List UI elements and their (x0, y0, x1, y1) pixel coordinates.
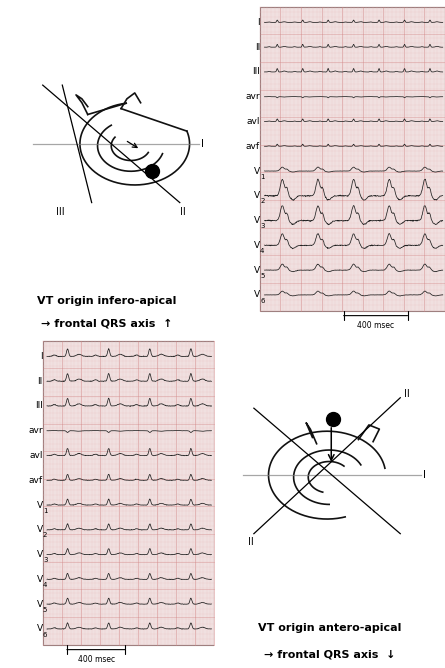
FancyBboxPatch shape (43, 341, 214, 645)
Text: VT origin antero-apical: VT origin antero-apical (258, 623, 401, 633)
Text: 1: 1 (43, 508, 48, 514)
Text: V: V (36, 575, 43, 584)
Text: V: V (36, 525, 43, 534)
Text: 6: 6 (43, 631, 48, 637)
Text: avr: avr (245, 92, 260, 102)
Text: III: III (35, 401, 43, 410)
Text: II: II (180, 207, 186, 217)
Text: V: V (254, 216, 260, 225)
Text: V: V (36, 625, 43, 633)
Text: avl: avl (247, 117, 260, 126)
Text: II: II (405, 389, 410, 399)
Text: I: I (40, 352, 43, 361)
Text: III: III (252, 67, 260, 76)
Text: avr: avr (28, 426, 43, 436)
Text: avf: avf (28, 476, 43, 485)
Text: V: V (254, 266, 260, 275)
Text: 400 msec: 400 msec (357, 321, 394, 329)
Text: 3: 3 (260, 223, 265, 229)
Text: 5: 5 (43, 607, 47, 613)
Text: avf: avf (246, 142, 260, 151)
Text: 400 msec: 400 msec (77, 655, 115, 663)
Text: 3: 3 (43, 557, 48, 563)
Text: II: II (255, 43, 260, 51)
Text: 2: 2 (43, 532, 47, 538)
Text: 1: 1 (260, 174, 265, 180)
Text: III: III (57, 207, 65, 217)
Text: 5: 5 (260, 273, 264, 279)
Text: V: V (254, 166, 260, 176)
Text: V: V (254, 191, 260, 200)
Text: V: V (36, 550, 43, 559)
Text: V: V (254, 241, 260, 250)
Text: 4: 4 (43, 582, 47, 588)
Text: V: V (36, 500, 43, 510)
Text: I: I (201, 139, 204, 149)
Text: 4: 4 (260, 248, 264, 254)
Text: 6: 6 (260, 297, 265, 303)
Text: II: II (247, 537, 253, 547)
Text: VT origin infero-apical: VT origin infero-apical (37, 296, 177, 305)
Text: V: V (254, 291, 260, 299)
Text: avl: avl (29, 451, 43, 460)
Text: V: V (36, 600, 43, 609)
Text: 2: 2 (260, 198, 264, 204)
Text: → frontal QRS axis  ↓: → frontal QRS axis ↓ (263, 650, 395, 659)
Text: I: I (257, 18, 260, 27)
Text: → frontal QRS axis  ↑: → frontal QRS axis ↑ (41, 319, 173, 329)
FancyBboxPatch shape (260, 7, 445, 311)
Text: I: I (423, 470, 426, 480)
Text: II: II (37, 377, 43, 385)
